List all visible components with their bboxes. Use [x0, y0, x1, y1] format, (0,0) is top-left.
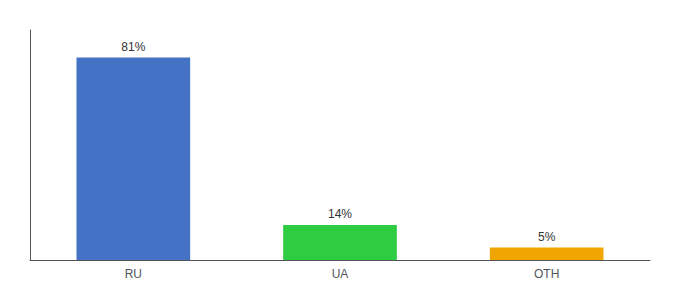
- svg-text:5%: 5%: [538, 230, 556, 244]
- svg-text:81%: 81%: [121, 40, 145, 54]
- svg-text:14%: 14%: [328, 207, 352, 221]
- svg-text:OTH: OTH: [534, 267, 559, 281]
- svg-text:UA: UA: [332, 267, 349, 281]
- svg-text:RU: RU: [125, 267, 142, 281]
